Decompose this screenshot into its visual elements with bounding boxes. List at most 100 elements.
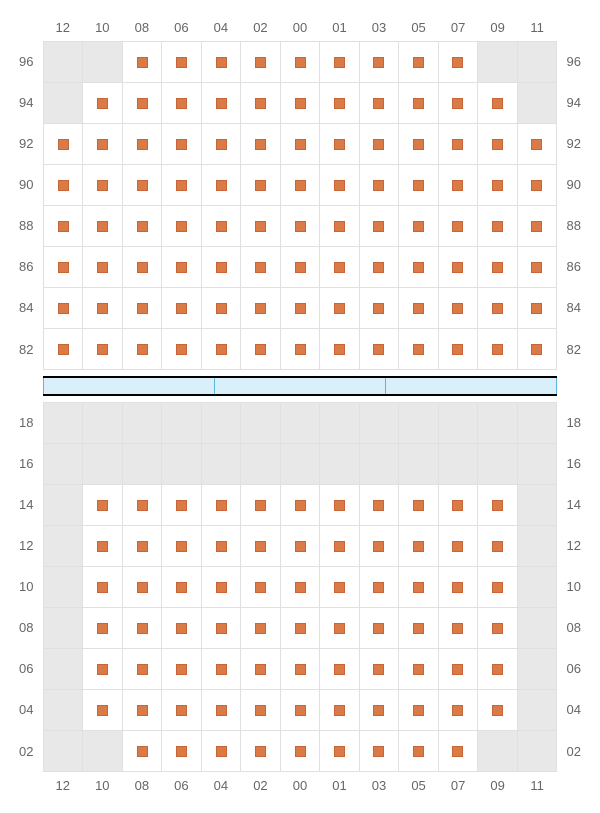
seat-cell[interactable] xyxy=(122,42,161,82)
seat-cell[interactable] xyxy=(280,690,319,730)
seat-cell[interactable] xyxy=(398,288,437,328)
seat-cell[interactable] xyxy=(517,247,557,287)
seat-cell[interactable] xyxy=(201,42,240,82)
seat-cell[interactable] xyxy=(122,649,161,689)
seat-cell[interactable] xyxy=(398,526,437,566)
seat-cell[interactable] xyxy=(280,329,319,369)
seat-cell[interactable] xyxy=(438,42,477,82)
seat-cell[interactable] xyxy=(477,690,516,730)
seat-cell[interactable] xyxy=(201,165,240,205)
seat-cell[interactable] xyxy=(438,247,477,287)
seat-cell[interactable] xyxy=(517,165,557,205)
seat-cell[interactable] xyxy=(161,124,200,164)
seat-cell[interactable] xyxy=(438,329,477,369)
seat-cell[interactable] xyxy=(359,567,398,607)
seat-cell[interactable] xyxy=(477,83,516,123)
seat-cell[interactable] xyxy=(517,288,557,328)
seat-cell[interactable] xyxy=(240,247,279,287)
seat-cell[interactable] xyxy=(359,649,398,689)
seat-cell[interactable] xyxy=(319,42,358,82)
seat-cell[interactable] xyxy=(82,124,121,164)
seat-cell[interactable] xyxy=(280,731,319,771)
seat-cell[interactable] xyxy=(161,247,200,287)
seat-cell[interactable] xyxy=(201,83,240,123)
seat-cell[interactable] xyxy=(82,288,121,328)
seat-cell[interactable] xyxy=(122,526,161,566)
seat-cell[interactable] xyxy=(398,83,437,123)
seat-cell[interactable] xyxy=(161,42,200,82)
seat-cell[interactable] xyxy=(240,608,279,648)
seat-cell[interactable] xyxy=(201,567,240,607)
seat-cell[interactable] xyxy=(82,526,121,566)
seat-cell[interactable] xyxy=(82,485,121,525)
seat-cell[interactable] xyxy=(359,690,398,730)
seat-cell[interactable] xyxy=(280,649,319,689)
seat-cell[interactable] xyxy=(201,526,240,566)
seat-cell[interactable] xyxy=(201,485,240,525)
seat-cell[interactable] xyxy=(161,288,200,328)
seat-cell[interactable] xyxy=(161,83,200,123)
seat-cell[interactable] xyxy=(517,206,557,246)
seat-cell[interactable] xyxy=(319,731,358,771)
seat-cell[interactable] xyxy=(161,206,200,246)
seat-cell[interactable] xyxy=(82,567,121,607)
seat-cell[interactable] xyxy=(280,206,319,246)
seat-cell[interactable] xyxy=(438,288,477,328)
seat-cell[interactable] xyxy=(161,165,200,205)
seat-cell[interactable] xyxy=(201,608,240,648)
seat-cell[interactable] xyxy=(359,206,398,246)
seat-cell[interactable] xyxy=(438,649,477,689)
seat-cell[interactable] xyxy=(319,206,358,246)
seat-cell[interactable] xyxy=(280,526,319,566)
seat-cell[interactable] xyxy=(319,608,358,648)
seat-cell[interactable] xyxy=(201,247,240,287)
seat-cell[interactable] xyxy=(359,288,398,328)
seat-cell[interactable] xyxy=(319,649,358,689)
seat-cell[interactable] xyxy=(161,329,200,369)
seat-cell[interactable] xyxy=(201,206,240,246)
seat-cell[interactable] xyxy=(398,206,437,246)
seat-cell[interactable] xyxy=(122,567,161,607)
seat-cell[interactable] xyxy=(359,165,398,205)
seat-cell[interactable] xyxy=(240,83,279,123)
seat-cell[interactable] xyxy=(161,649,200,689)
seat-cell[interactable] xyxy=(438,690,477,730)
seat-cell[interactable] xyxy=(161,485,200,525)
seat-cell[interactable] xyxy=(82,165,121,205)
seat-cell[interactable] xyxy=(122,690,161,730)
seat-cell[interactable] xyxy=(240,165,279,205)
seat-cell[interactable] xyxy=(398,567,437,607)
seat-cell[interactable] xyxy=(240,567,279,607)
seat-cell[interactable] xyxy=(398,247,437,287)
seat-cell[interactable] xyxy=(438,567,477,607)
seat-cell[interactable] xyxy=(398,42,437,82)
seat-cell[interactable] xyxy=(398,124,437,164)
seat-cell[interactable] xyxy=(477,206,516,246)
seat-cell[interactable] xyxy=(122,485,161,525)
seat-cell[interactable] xyxy=(161,526,200,566)
seat-cell[interactable] xyxy=(359,485,398,525)
seat-cell[interactable] xyxy=(122,288,161,328)
seat-cell[interactable] xyxy=(240,206,279,246)
seat-cell[interactable] xyxy=(82,608,121,648)
seat-cell[interactable] xyxy=(43,165,82,205)
seat-cell[interactable] xyxy=(477,288,516,328)
seat-cell[interactable] xyxy=(240,526,279,566)
seat-cell[interactable] xyxy=(240,124,279,164)
seat-cell[interactable] xyxy=(438,731,477,771)
seat-cell[interactable] xyxy=(122,206,161,246)
seat-cell[interactable] xyxy=(43,329,82,369)
seat-cell[interactable] xyxy=(201,288,240,328)
seat-cell[interactable] xyxy=(359,247,398,287)
seat-cell[interactable] xyxy=(122,329,161,369)
seat-cell[interactable] xyxy=(201,124,240,164)
seat-cell[interactable] xyxy=(319,567,358,607)
seat-cell[interactable] xyxy=(280,247,319,287)
seat-cell[interactable] xyxy=(82,206,121,246)
seat-cell[interactable] xyxy=(477,124,516,164)
seat-cell[interactable] xyxy=(280,288,319,328)
seat-cell[interactable] xyxy=(477,526,516,566)
seat-cell[interactable] xyxy=(240,329,279,369)
seat-cell[interactable] xyxy=(438,165,477,205)
seat-cell[interactable] xyxy=(359,731,398,771)
